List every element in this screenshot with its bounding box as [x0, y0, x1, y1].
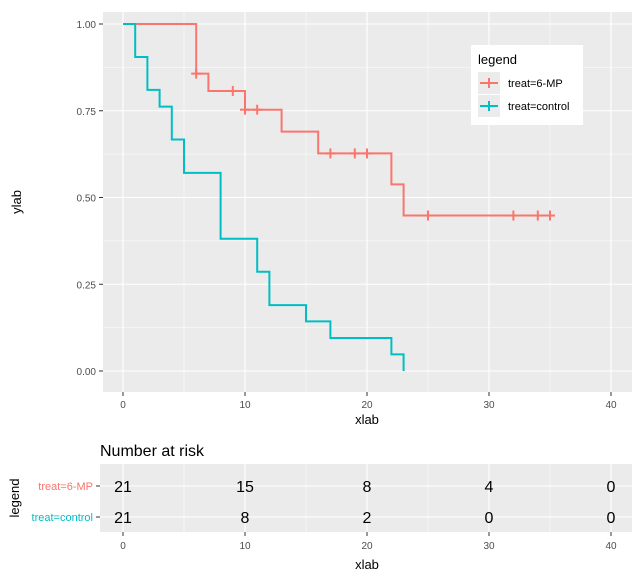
- censor-mark: [240, 104, 250, 115]
- censor-mark: [362, 148, 372, 159]
- risk-x-tick-label: 20: [361, 541, 373, 552]
- risk-count: 2: [363, 510, 372, 527]
- y-tick-label: 0.50: [77, 194, 97, 205]
- risk-x-tick-label: 30: [483, 541, 495, 552]
- legend: legend treat=6-MP treat=control: [471, 45, 583, 125]
- risk-count: 0: [607, 479, 616, 496]
- censor-mark: [423, 210, 433, 221]
- risk-table-panel: [100, 464, 632, 532]
- censor-mark: [508, 210, 519, 221]
- risk-row-label: treat=6-MP: [38, 481, 93, 493]
- risk-x-tick-label: 0: [120, 541, 126, 552]
- risk-row-label: treat=control: [32, 512, 93, 524]
- risk-x-tick-label: 40: [605, 541, 617, 552]
- risk-x-tick-label: 10: [239, 541, 251, 552]
- x-tick-label: 40: [605, 400, 617, 411]
- x-tick-label: 20: [361, 400, 373, 411]
- risk-y-axis-label: legend: [7, 478, 22, 517]
- censor-mark: [191, 68, 202, 79]
- risk-count: 8: [363, 479, 372, 496]
- legend-title: legend: [478, 52, 517, 67]
- censor-mark: [545, 210, 555, 221]
- x-tick-label: 0: [120, 400, 126, 411]
- y-tick-label: 0.75: [77, 107, 97, 118]
- x-tick-label: 30: [483, 400, 495, 411]
- y-tick-label: 1.00: [77, 20, 97, 31]
- x-tick-label: 10: [239, 400, 251, 411]
- censor-mark: [252, 104, 263, 115]
- risk-count: 21: [114, 479, 132, 496]
- risk-x-axis-label: xlab: [355, 557, 379, 572]
- y-tick-label: 0.00: [77, 367, 97, 378]
- risk-count: 4: [485, 479, 494, 496]
- survival-curve-control: [123, 23, 405, 371]
- censor-mark: [325, 148, 336, 159]
- risk-count: 21: [114, 510, 132, 527]
- censor-mark: [227, 85, 238, 96]
- risk-count: 8: [241, 510, 250, 527]
- risk-count: 15: [236, 479, 254, 496]
- legend-entry-6mp: treat=6-MP: [508, 78, 563, 90]
- censor-mark: [532, 210, 543, 221]
- legend-entry-control: treat=control: [508, 101, 569, 113]
- y-axis-label: ylab: [9, 190, 24, 214]
- survival-curve-6mp: [123, 23, 550, 217]
- risk-table-title: Number at risk: [100, 443, 205, 460]
- risk-count: 0: [607, 510, 616, 527]
- censor-mark: [349, 148, 360, 159]
- risk-count: 0: [485, 510, 494, 527]
- y-tick-label: 0.25: [77, 280, 97, 291]
- x-axis-label: xlab: [355, 412, 379, 427]
